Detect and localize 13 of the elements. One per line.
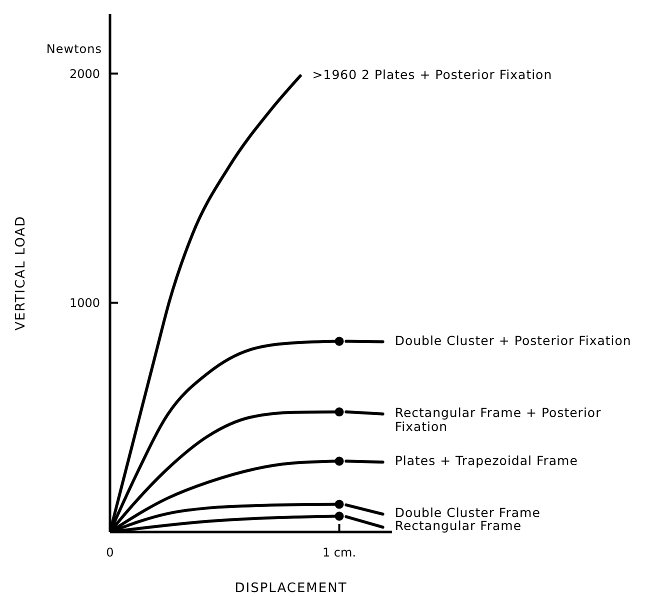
series-label: Rectangular Frame	[394, 518, 523, 534]
text: Newtons	[46, 42, 102, 56]
x-tick-label: 1 cm.	[322, 546, 356, 560]
x-axis-title: DISPLACEMENT	[234, 581, 348, 596]
series-label: Plates + Trapezoidal Frame	[394, 453, 579, 468]
y-axis-title: VERTICAL LOAD	[14, 215, 29, 331]
series-label: >1960 2 Plates + Posterior Fixation	[312, 66, 554, 82]
y-tick-label: 1000	[69, 296, 100, 310]
series-label: Double Cluster Frame	[394, 505, 542, 520]
series-label: Double Cluster + Posterior Fixation	[394, 332, 632, 348]
y-tick-label: 2000	[69, 66, 100, 81]
x-tick-label: 0	[106, 546, 114, 560]
series-label: Rectangular Frame + Posterior Fixation	[394, 404, 602, 434]
